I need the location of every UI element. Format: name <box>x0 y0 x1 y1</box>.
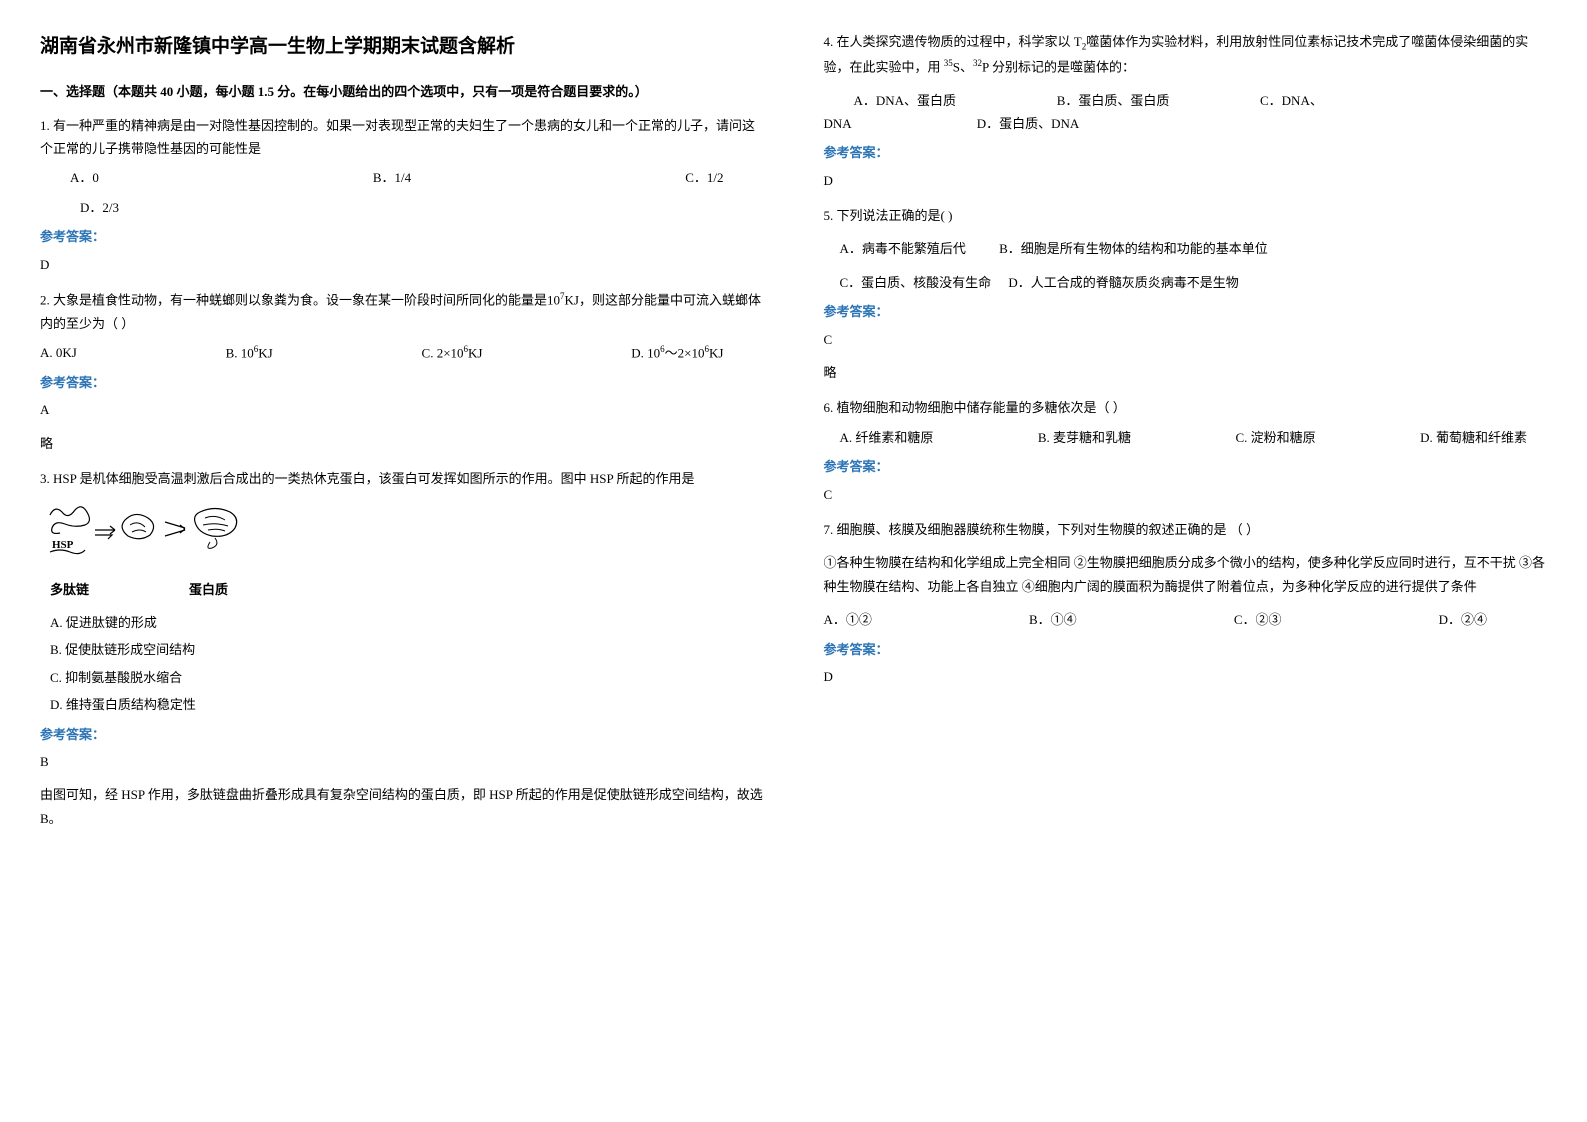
d-mid: ～2×10 <box>665 345 705 360</box>
answer: A <box>40 398 764 421</box>
q4-sup1: 35 <box>944 58 953 68</box>
option-c: C. 2×106KJ <box>422 341 483 365</box>
c-pre: C. 2×10 <box>422 345 464 360</box>
question-text: 2. 大象是植食性动物，有一种蜣螂则以象粪为食。设一象在某一阶段时间所同化的能量… <box>40 288 764 335</box>
option-c: C．DNA、 <box>1260 93 1323 108</box>
answer-label: 参考答案： <box>824 455 1548 478</box>
option-a: A．病毒不能繁殖后代 <box>840 237 966 260</box>
explanation: 略 <box>824 361 1548 384</box>
label-protein: 蛋白质 <box>189 578 228 601</box>
answer: C <box>824 328 1548 351</box>
option-d: D．蛋白质、DNA <box>977 116 1080 131</box>
option-b: B. 麦芽糖和乳糖 <box>1038 426 1131 449</box>
options-row-2: C．蛋白质、核酸没有生命 D．人工合成的脊髓灰质炎病毒不是生物 <box>840 271 1548 294</box>
question-text: 6. 植物细胞和动物细胞中储存能量的多糖依次是（ ） <box>824 396 1548 419</box>
question-4: 4. 在人类探究遗传物质的过程中，科学家以 T2噬菌体作为实验材料，利用放射性同… <box>824 30 1548 192</box>
d-post: KJ <box>709 345 723 360</box>
option-d: D. 葡萄糖和纤维素 <box>1420 426 1527 449</box>
answer-label: 参考答案： <box>824 638 1548 661</box>
option-a: A．0 <box>70 166 99 189</box>
question-text: 3. HSP 是机体细胞受高温刺激后合成出的一类热休克蛋白，该蛋白可发挥如图所示… <box>40 467 764 490</box>
question-7: 7. 细胞膜、核膜及细胞器膜统称生物膜，下列对生物膜的叙述正确的是 （ ） ①各… <box>824 518 1548 688</box>
answer-label: 参考答案： <box>40 371 764 394</box>
option-a: A．①② <box>824 608 872 631</box>
d-pre: D. 10 <box>631 345 660 360</box>
answer: D <box>824 169 1548 192</box>
option-c: C. 淀粉和糖原 <box>1235 426 1315 449</box>
question-text: 1. 有一种严重的精神病是由一对隐性基因控制的。如果一对表现型正常的夫妇生了一个… <box>40 114 764 161</box>
hsp-diagram: HSP <box>40 500 764 601</box>
question-6: 6. 植物细胞和动物细胞中储存能量的多糖依次是（ ） A. 纤维素和糖原 B. … <box>824 396 1548 506</box>
option-d: D．②④ <box>1439 608 1487 631</box>
answer-label: 参考答案： <box>824 141 1548 164</box>
options: A. 纤维素和糖原 B. 麦芽糖和乳糖 C. 淀粉和糖原 D. 葡萄糖和纤维素 <box>840 426 1548 449</box>
option-c: C．②③ <box>1234 608 1282 631</box>
question-3: 3. HSP 是机体细胞受高温刺激后合成出的一类热休克蛋白，该蛋白可发挥如图所示… <box>40 467 764 830</box>
question-5: 5. 下列说法正确的是( ) A．病毒不能繁殖后代 B．细胞是所有生物体的结构和… <box>824 204 1548 384</box>
answer-label: 参考答案： <box>40 723 764 746</box>
option-c: C．蛋白质、核酸没有生命 <box>840 271 992 294</box>
option-d: D．人工合成的脊髓灰质炎病毒不是生物 <box>1008 275 1238 290</box>
question-1: 1. 有一种严重的精神病是由一对隐性基因控制的。如果一对表现型正常的夫妇生了一个… <box>40 114 764 276</box>
options: A．0 B．1/4 C．1/2 <box>40 166 764 189</box>
label-polypeptide: 多肽链 <box>50 578 89 601</box>
answer: C <box>824 483 1548 506</box>
c-post: KJ <box>468 345 482 360</box>
document-title: 湖南省永州市新隆镇中学高一生物上学期期末试题含解析 <box>40 30 764 64</box>
option-a: A．DNA、蛋白质 <box>854 89 1054 112</box>
q4-pre: 4. 在人类探究遗传物质的过程中，科学家以 T <box>824 34 1082 49</box>
q4-sup2: 32 <box>973 58 982 68</box>
question-text: 7. 细胞膜、核膜及细胞器膜统称生物膜，下列对生物膜的叙述正确的是 （ ） <box>824 518 1548 541</box>
question-text: 5. 下列说法正确的是( ) <box>824 204 1548 227</box>
options-row-2: DNA D．蛋白质、DNA <box>824 112 1548 135</box>
option-b: B. 106KJ <box>226 341 273 365</box>
q4-post: P 分别标记的是噬菌体的： <box>982 59 1135 74</box>
q4-mid2: S、 <box>953 59 973 74</box>
options-row-1: A．DNA、蛋白质 B．蛋白质、蛋白质 C．DNA、 <box>854 89 1548 112</box>
option-c2: DNA <box>824 112 974 135</box>
option-b: B．蛋白质、蛋白质 <box>1057 89 1257 112</box>
b-post: KJ <box>258 345 272 360</box>
question-text: 4. 在人类探究遗传物质的过程中，科学家以 T2噬菌体作为实验材料，利用放射性同… <box>824 30 1548 79</box>
explanation: 由图可知，经 HSP 作用，多肽链盘曲折叠形成具有复杂空间结构的蛋白质，即 HS… <box>40 783 764 830</box>
options-row-1: A．病毒不能繁殖后代 B．细胞是所有生物体的结构和功能的基本单位 <box>840 237 1548 260</box>
option-b: B．①④ <box>1029 608 1077 631</box>
answer: D <box>40 253 764 276</box>
answer: B <box>40 750 764 773</box>
diagram-svg: HSP <box>40 500 290 570</box>
explanation: 略 <box>40 432 764 455</box>
answer-label: 参考答案： <box>40 225 764 248</box>
section-header: 一、选择题（本题共 40 小题，每小题 1.5 分。在每小题给出的四个选项中，只… <box>40 80 764 103</box>
diagram-labels: 多肽链 蛋白质 <box>50 578 764 601</box>
option-d: D. 维持蛋白质结构稳定性 <box>50 693 764 716</box>
question-2: 2. 大象是植食性动物，有一种蜣螂则以象粪为食。设一象在某一阶段时间所同化的能量… <box>40 288 764 455</box>
option-b: B．细胞是所有生物体的结构和功能的基本单位 <box>999 241 1268 256</box>
options: A．①② B．①④ C．②③ D．②④ <box>824 608 1548 631</box>
option-c: C．1/2 <box>685 166 723 189</box>
options: A. 0KJ B. 106KJ C. 2×106KJ D. 106～2×106K… <box>40 341 764 365</box>
option-b: B. 促使肽链形成空间结构 <box>50 638 764 661</box>
option-a: A. 促进肽键的形成 <box>50 611 764 634</box>
option-d: D．2/3 <box>50 196 764 219</box>
option-d: D. 106～2×106KJ <box>631 341 723 365</box>
q2-text-pre: 2. 大象是植食性动物，有一种蜣螂则以象粪为食。设一象在某一阶段时间所同化的能量… <box>40 292 560 307</box>
option-a: A. 纤维素和糖原 <box>840 426 934 449</box>
option-a: A. 0KJ <box>40 341 77 365</box>
option-b: B．1/4 <box>373 166 411 189</box>
answer-label: 参考答案： <box>824 300 1548 323</box>
option-c: C. 抑制氨基酸脱水缩合 <box>50 666 764 689</box>
hsp-text: HSP <box>52 539 74 551</box>
statements: ①各种生物膜在结构和化学组成上完全相同 ②生物膜把细胞质分成多个微小的结构，使多… <box>824 551 1548 598</box>
b-pre: B. 10 <box>226 345 254 360</box>
answer: D <box>824 665 1548 688</box>
